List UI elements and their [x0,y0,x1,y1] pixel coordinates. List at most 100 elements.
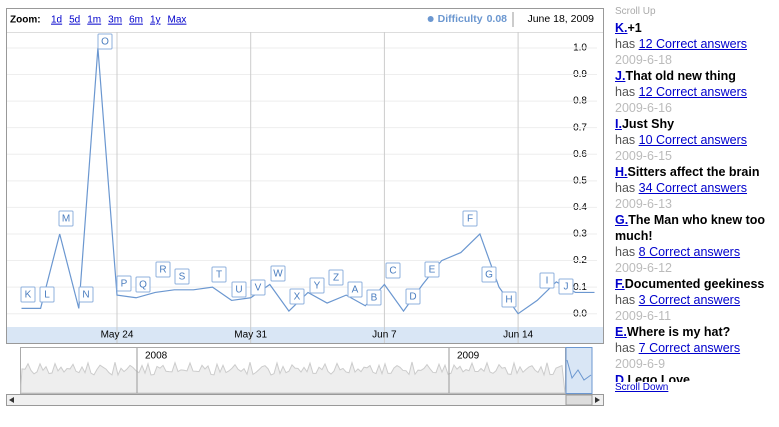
has: has [615,245,636,259]
flag[interactable] [366,289,382,306]
zoom-link[interactable]: Max [168,15,187,26]
link[interactable]: 12 Correct answers [638,85,748,99]
has: has [615,85,636,99]
flag-letter: G [485,270,493,281]
t: Just Shy [621,117,675,131]
flag[interactable] [558,278,574,295]
flag-letter: E [429,265,436,276]
flag[interactable] [211,266,227,283]
flag[interactable] [309,277,325,294]
flag[interactable] [270,265,286,282]
flag[interactable] [289,288,305,305]
zoom-label: Zoom: [10,15,41,26]
flag[interactable] [481,266,497,283]
flag-letter: W [273,269,283,280]
l[interactable]: E. [615,325,627,339]
flag[interactable] [155,261,171,278]
flag-letter: M [62,214,70,225]
zoom-link[interactable]: 1y [150,15,161,26]
flag-letter: T [216,270,222,281]
flag[interactable] [97,33,113,50]
link[interactable]: 34 Correct answers [638,181,748,195]
t: Sitters affect the brain [627,165,760,179]
flag[interactable] [501,291,517,308]
x-tick-label: Jun 7 [372,330,397,341]
flag[interactable] [347,281,363,298]
t: That old new thing [625,69,736,83]
scroll-down[interactable]: Scroll Down [615,382,669,393]
scroll-thumb[interactable] [565,394,593,406]
link[interactable]: 12 Correct answers [638,37,748,51]
row: K.+1 [615,20,777,36]
navigator-window-line [566,359,592,381]
flag-letter: N [82,290,89,301]
l[interactable]: H. [615,165,628,179]
l[interactable]: I. [615,117,622,131]
flag[interactable] [328,269,344,286]
row: I.Just Shy [615,116,777,132]
has: has [615,181,636,195]
flag-letter: C [389,266,396,277]
flag[interactable] [58,210,74,227]
flag-letter: Q [139,280,147,291]
row: D.Lego Love [615,372,777,382]
flag[interactable] [174,268,190,285]
l[interactable]: G. [615,213,629,227]
zoom-link[interactable]: 1d [51,15,62,26]
row: F.Documented geekiness [615,276,777,292]
l[interactable]: K. [615,21,628,35]
zoom-link[interactable]: 5d [69,15,80,26]
d: 2009-6-15 [615,149,672,163]
flag-letter: R [159,265,166,276]
link[interactable]: 10 Correct answers [638,133,748,147]
zoom-link[interactable]: 1m [87,15,101,26]
flag-letter: D [409,292,416,303]
d: 2009-6-13 [615,197,672,211]
has: has [615,341,636,355]
navigator-year: 2008 [145,351,168,362]
link[interactable]: 7 Correct answers [638,341,741,355]
flag[interactable] [539,272,555,289]
x-tick-label: May 31 [234,330,267,341]
row: H.Sitters affect the brain [615,164,777,180]
flag[interactable] [405,288,421,305]
h: has 12 Correct answers [615,84,777,100]
zoom-link[interactable]: 3m [108,15,122,26]
flag-letter: V [255,283,262,294]
flag[interactable] [39,286,55,303]
l[interactable]: F. [615,277,625,291]
l[interactable]: D. [615,373,628,382]
flag-letter: U [235,285,242,296]
flag[interactable] [116,275,132,292]
flag-letter: A [352,285,359,296]
flag-letter: H [505,295,512,306]
t: Lego Love [627,373,691,382]
link[interactable]: 3 Correct answers [638,293,741,307]
zoom-link[interactable]: 6m [129,15,143,26]
flag[interactable] [231,281,247,298]
flag[interactable] [135,276,151,293]
scroll-up[interactable]: Scroll Up [615,6,656,17]
d: 2009-6-16 [615,101,672,115]
scrollbar[interactable] [6,394,604,406]
flag[interactable] [250,279,266,296]
flag-letter: F [467,214,473,225]
flag-letter: K [25,290,32,301]
flag-letter: S [179,272,186,283]
it: H.Sitters affect the brain has 34 Correct… [615,164,777,212]
flag[interactable] [20,286,36,303]
h: has 10 Correct answers [615,132,777,148]
flag-letter: X [294,292,301,303]
link[interactable]: 8 Correct answers [638,245,741,259]
flag[interactable] [424,261,440,278]
flag[interactable] [78,286,94,303]
flag-letter: L [44,290,50,301]
l[interactable]: J. [615,69,626,83]
h: has 12 Correct answers [615,36,777,52]
flag-letter: P [121,279,128,290]
d: 2009-6-9 [615,357,666,371]
x-tick-label: Jun 14 [503,330,533,341]
flag[interactable] [385,262,401,279]
flag[interactable] [462,210,478,227]
